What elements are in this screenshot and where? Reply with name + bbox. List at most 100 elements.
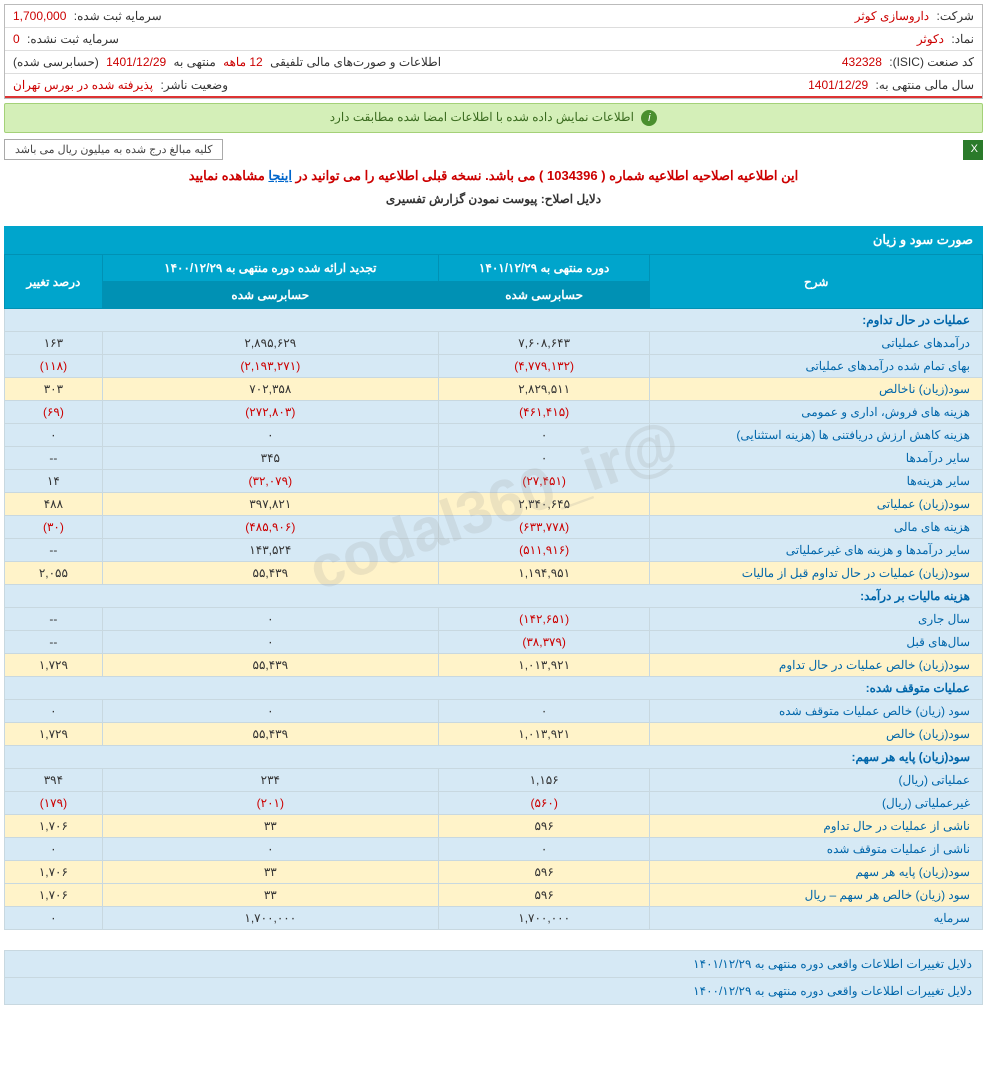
col-current: دوره منتهی به ۱۴۰۱/۱۲/۲۹	[438, 255, 650, 282]
row-prior: (۳۲,۰۷۹)	[102, 470, 438, 493]
row-current: ۵۹۶	[438, 861, 650, 884]
row-prior: ۰	[102, 608, 438, 631]
row-change: --	[5, 608, 103, 631]
excel-export-icon[interactable]	[963, 140, 983, 160]
row-prior: ۰	[102, 424, 438, 447]
info-banner: i اطلاعات نمایش داده شده با اطلاعات امضا…	[4, 103, 983, 133]
row-prior: ۲۳۴	[102, 769, 438, 792]
row-current: (۴۶۱,۴۱۵)	[438, 401, 650, 424]
row-desc: سود(زیان) ناخالص	[650, 378, 983, 401]
row-change: ۲,۰۵۵	[5, 562, 103, 585]
income-statement-table: شرح دوره منتهی به ۱۴۰۱/۱۲/۲۹ تجدید ارائه…	[4, 254, 983, 930]
row-prior: (۲۰۱)	[102, 792, 438, 815]
row-desc: سود(زیان) عملیات در حال تداوم قبل از مال…	[650, 562, 983, 585]
row-prior: ۵۵,۴۳۹	[102, 562, 438, 585]
row-prior: ۵۵,۴۳۹	[102, 723, 438, 746]
status-value: پذیرفته شده در بورس تهران	[13, 78, 153, 92]
row-change: --	[5, 539, 103, 562]
col-change: درصد تغییر	[5, 255, 103, 309]
row-prior: ۳۳	[102, 861, 438, 884]
symbol-value: دکوثر	[917, 32, 944, 46]
footer-row-2: دلایل تغییرات اطلاعات واقعی دوره منتهی ب…	[5, 978, 983, 1005]
row-prior: (۲۷۲,۸۰۳)	[102, 401, 438, 424]
row-desc: هزینه کاهش ارزش دریافتنی ها (هزینه استثن…	[650, 424, 983, 447]
row-prior: (۲,۱۹۳,۲۷۱)	[102, 355, 438, 378]
row-current: ۰	[438, 838, 650, 861]
row-change: ۰	[5, 424, 103, 447]
row-prior: ۰	[102, 631, 438, 654]
row-change: (۱۷۹)	[5, 792, 103, 815]
info-icon: i	[641, 110, 657, 126]
fiscal-value: 1401/12/29	[808, 78, 868, 92]
report-label: اطلاعات و صورت‌های مالی تلفیقی	[270, 55, 441, 69]
row-change: ۱,۷۲۹	[5, 723, 103, 746]
row-current: ۱,۰۱۳,۹۲۱	[438, 654, 650, 677]
row-desc: سایر درآمدها	[650, 447, 983, 470]
isic-label: کد صنعت (ISIC):	[889, 55, 974, 69]
row-prior: ۰	[102, 838, 438, 861]
row-desc: عملیاتی (ریال)	[650, 769, 983, 792]
row-change: --	[5, 447, 103, 470]
row-current: ۵۹۶	[438, 815, 650, 838]
row-prior: (۴۸۵,۹۰۶)	[102, 516, 438, 539]
row-current: ۰	[438, 700, 650, 723]
row-current: ۱,۷۰۰,۰۰۰	[438, 907, 650, 930]
row-desc: سایر درآمدها و هزینه های غیرعملیاتی	[650, 539, 983, 562]
row-current: ۰	[438, 424, 650, 447]
company-value: داروسازی کوثر	[855, 9, 929, 23]
row-desc: ناشی از عملیات متوقف شده	[650, 838, 983, 861]
row-prior: ۲,۸۹۵,۶۲۹	[102, 332, 438, 355]
report-period: 12 ماهه	[223, 55, 263, 69]
notice-text-1: این اطلاعیه اصلاحیه اطلاعیه شماره ( 1034…	[296, 168, 799, 183]
row-desc: سود (زیان) خالص هر سهم – ریال	[650, 884, 983, 907]
row-prior: ۳۳	[102, 884, 438, 907]
report-audit: (حسابرسی شده)	[13, 55, 99, 69]
row-change: ۰	[5, 838, 103, 861]
row-change: ۱,۷۰۶	[5, 815, 103, 838]
row-current: (۴,۷۷۹,۱۳۲)	[438, 355, 650, 378]
col-desc: شرح	[650, 255, 983, 309]
row-prior: ۳۴۵	[102, 447, 438, 470]
row-desc: سال‌های قبل	[650, 631, 983, 654]
row-change: (۱۱۸)	[5, 355, 103, 378]
row-current: (۵۶۰)	[438, 792, 650, 815]
row-current: ۰	[438, 447, 650, 470]
row-change: ۳۹۴	[5, 769, 103, 792]
header-info-box: شرکت: داروسازی کوثر سرمایه ثبت شده: 1,70…	[4, 4, 983, 99]
row-desc: سود (زیان) خالص عملیات متوقف شده	[650, 700, 983, 723]
amendment-notice: این اطلاعیه اصلاحیه اطلاعیه شماره ( 1034…	[4, 168, 983, 184]
banner-text: اطلاعات نمایش داده شده با اطلاعات امضا ش…	[330, 110, 634, 124]
row-desc: غیرعملیاتی (ریال)	[650, 792, 983, 815]
row-change: ۱,۷۰۶	[5, 861, 103, 884]
row-current: ۱,۰۱۳,۹۲۱	[438, 723, 650, 746]
row-change: ۱۴	[5, 470, 103, 493]
row-change: ۱,۷۲۹	[5, 654, 103, 677]
row-change: ۱۶۳	[5, 332, 103, 355]
footer-notes-table: دلایل تغییرات اطلاعات واقعی دوره منتهی ب…	[4, 950, 983, 1005]
col-current-audited: حسابرسی شده	[438, 282, 650, 309]
col-prior: تجدید ارائه شده دوره منتهی به ۱۴۰۰/۱۲/۲۹	[102, 255, 438, 282]
row-desc: ناشی از عملیات در حال تداوم	[650, 815, 983, 838]
row-current: (۶۳۳,۷۷۸)	[438, 516, 650, 539]
row-current: ۲,۸۲۹,۵۱۱	[438, 378, 650, 401]
row-desc: سود(زیان) خالص	[650, 723, 983, 746]
row-desc: سایر هزینه‌ها	[650, 470, 983, 493]
section-header: عملیات متوقف شده:	[5, 677, 983, 700]
prior-version-link[interactable]: اینجا	[268, 168, 292, 183]
row-prior: ۳۹۷,۸۲۱	[102, 493, 438, 516]
row-change: (۳۰)	[5, 516, 103, 539]
company-label: شرکت:	[936, 9, 974, 23]
row-prior: ۵۵,۴۳۹	[102, 654, 438, 677]
row-desc: هزینه های مالی	[650, 516, 983, 539]
section-header: سود(زیان) پایه هر سهم:	[5, 746, 983, 769]
row-current: ۱,۱۵۶	[438, 769, 650, 792]
income-statement-title: صورت سود و زیان	[4, 226, 983, 254]
row-desc: سال جاری	[650, 608, 983, 631]
row-change: ۰	[5, 907, 103, 930]
row-desc: سرمایه	[650, 907, 983, 930]
row-desc: هزینه های فروش، اداری و عمومی	[650, 401, 983, 424]
row-change: ۳۰۳	[5, 378, 103, 401]
row-change: ۰	[5, 700, 103, 723]
footer-row-1: دلایل تغییرات اطلاعات واقعی دوره منتهی ب…	[5, 951, 983, 978]
symbol-label: نماد:	[951, 32, 974, 46]
